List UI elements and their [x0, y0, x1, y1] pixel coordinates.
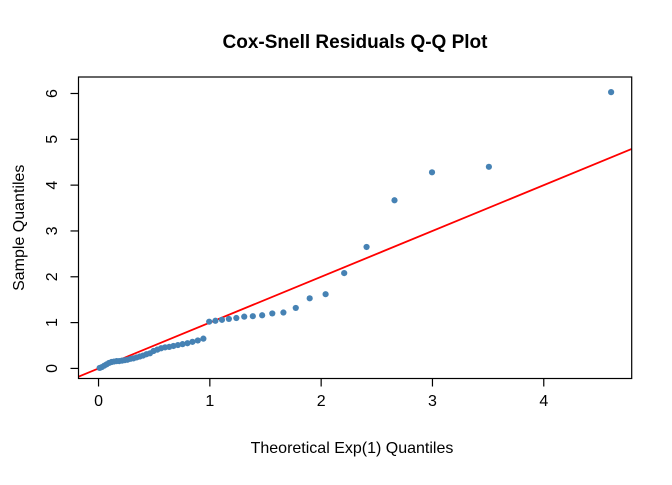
y-axis-label: Sample Quantiles: [11, 165, 28, 291]
data-point: [269, 310, 276, 317]
y-tick-label: 3: [44, 226, 61, 235]
data-point: [189, 338, 196, 345]
plot-box: [77, 76, 633, 380]
data-point: [259, 312, 266, 319]
scatter-points: [96, 89, 615, 372]
data-point: [225, 315, 232, 323]
data-point: [200, 335, 207, 342]
y-tick-label: 5: [44, 135, 61, 144]
y-tick-label: 1: [44, 318, 61, 327]
y-tick-label: 6: [44, 89, 61, 98]
data-point: [218, 316, 226, 323]
data-point: [184, 340, 191, 347]
data-point: [241, 313, 248, 320]
data-point: [179, 341, 186, 348]
data-point: [363, 243, 370, 251]
data-point: [292, 304, 299, 312]
data-point: [212, 317, 219, 324]
data-point: [485, 163, 492, 170]
x-axis-label: Theoretical Exp(1) Quantiles: [251, 440, 454, 457]
data-point: [280, 309, 287, 316]
data-point: [608, 89, 615, 96]
x-tick-label: 2: [317, 393, 326, 410]
reference-line-group: [78, 148, 633, 378]
chart-title: Cox-Snell Residuals Q-Q Plot: [223, 32, 489, 53]
data-point: [391, 197, 398, 204]
y-tick-label: 0: [44, 364, 61, 373]
data-point: [341, 270, 348, 277]
y-tick-label: 4: [44, 181, 61, 190]
data-point: [322, 291, 329, 298]
axis-ticks: 0 1 2 3 4 0 1 2 3 4 5 6: [44, 89, 548, 410]
data-point: [233, 314, 240, 322]
data-point: [206, 318, 213, 325]
x-tick-label: 1: [205, 393, 214, 410]
reference-line: [78, 148, 633, 378]
x-tick-label: 3: [428, 393, 437, 410]
x-tick-label: 4: [539, 393, 548, 410]
data-point: [174, 341, 181, 349]
data-point: [194, 337, 201, 344]
data-point: [306, 295, 313, 302]
x-tick-label: 0: [94, 393, 103, 410]
data-point: [249, 313, 256, 320]
data-point: [428, 169, 436, 176]
y-tick-label: 2: [44, 272, 61, 281]
